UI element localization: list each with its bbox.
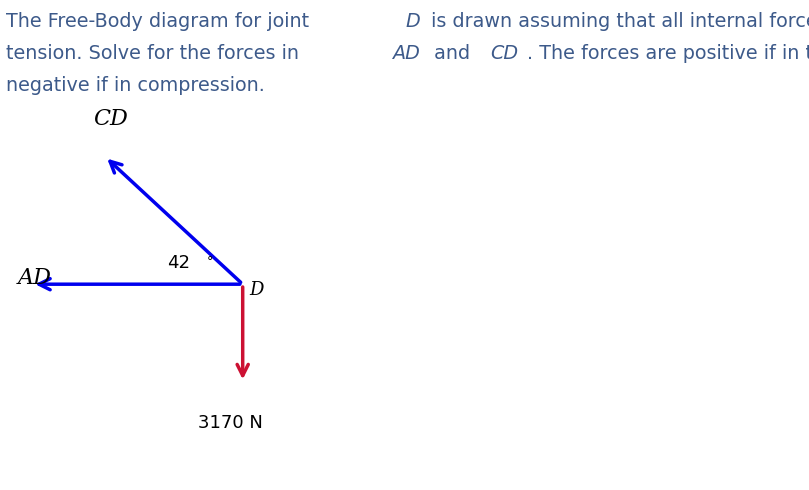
Text: CD: CD — [93, 108, 128, 130]
Text: is drawn assuming that all internal forces are in: is drawn assuming that all internal forc… — [425, 12, 809, 31]
Text: and: and — [429, 44, 477, 63]
Text: AD: AD — [392, 44, 421, 63]
Text: D: D — [249, 281, 264, 299]
Text: AD: AD — [18, 268, 52, 289]
Text: D: D — [405, 12, 420, 31]
Text: °: ° — [206, 255, 213, 268]
Text: 42: 42 — [167, 254, 190, 272]
Text: 3170 N: 3170 N — [198, 414, 263, 432]
Text: CD: CD — [491, 44, 519, 63]
Text: tension. Solve for the forces in: tension. Solve for the forces in — [6, 44, 306, 63]
Text: negative if in compression.: negative if in compression. — [6, 76, 265, 95]
Text: The Free-Body diagram for joint: The Free-Body diagram for joint — [6, 12, 316, 31]
Text: . The forces are positive if in tension,: . The forces are positive if in tension, — [527, 44, 809, 63]
